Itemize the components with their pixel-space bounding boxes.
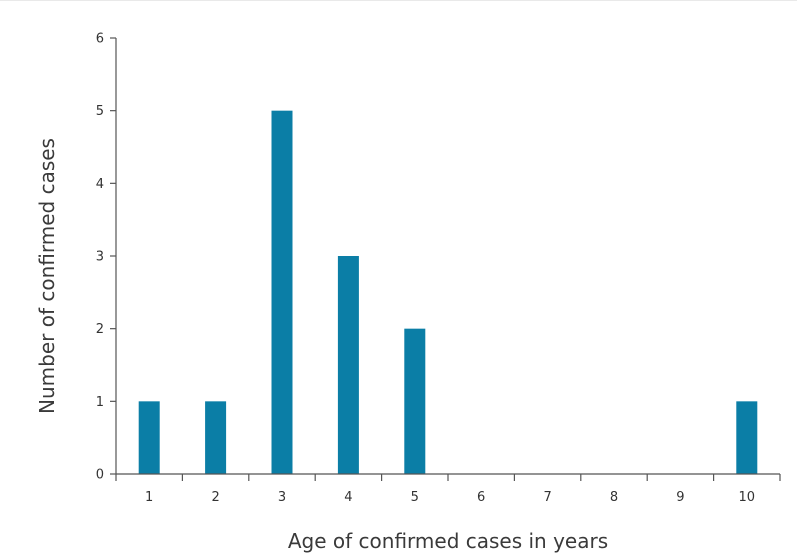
- x-tick-label: 7: [543, 490, 551, 505]
- x-tick-label: 8: [610, 490, 618, 505]
- y-tick-label: 1: [96, 395, 104, 410]
- y-axis: 0 1 2 3 4 5 6: [96, 32, 117, 483]
- bar-age-10: [736, 401, 758, 474]
- bar-age-5: [404, 328, 426, 474]
- y-axis-title: Number of confirmed cases: [35, 138, 59, 414]
- x-tick-label: 4: [344, 490, 352, 505]
- top-divider: [0, 0, 797, 1]
- y-tick-label: 3: [96, 250, 104, 265]
- bars-group: [138, 110, 758, 475]
- bar-age-3: [271, 110, 293, 475]
- x-tick-label: 10: [739, 490, 756, 505]
- y-tick-label: 5: [96, 104, 104, 119]
- x-tick-label: 1: [145, 490, 153, 505]
- y-tick-label: 2: [96, 322, 104, 337]
- bar-age-2: [205, 401, 227, 474]
- y-tick-label: 6: [96, 32, 104, 47]
- x-axis-title: Age of confirmed cases in years: [288, 529, 608, 553]
- x-tick-label: 5: [411, 490, 419, 505]
- x-tick-label: 2: [211, 490, 219, 505]
- y-tick-label: 4: [96, 177, 104, 192]
- x-tick-label: 6: [477, 490, 485, 505]
- x-tick-label: 9: [676, 490, 684, 505]
- x-tick-label: 3: [278, 490, 286, 505]
- y-tick-label: 0: [96, 468, 104, 483]
- bar-age-4: [337, 256, 359, 474]
- bar-age-1: [138, 401, 160, 474]
- x-axis: 1 2 3 4 5 6 7 8 9 10: [115, 473, 781, 505]
